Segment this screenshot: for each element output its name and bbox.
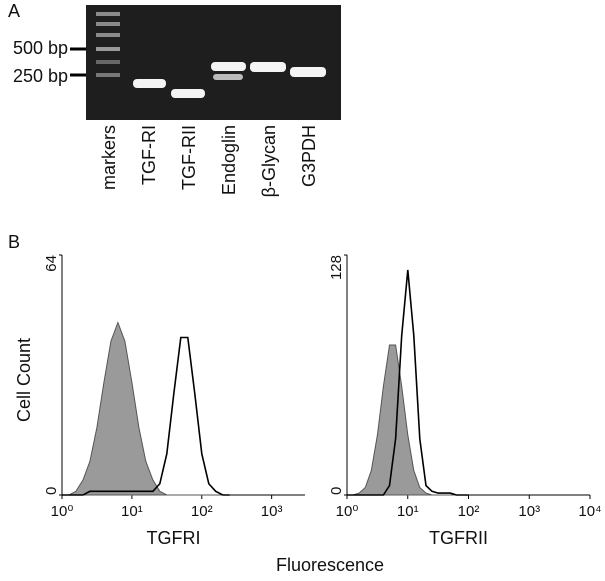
x-tick-label: 10⁴ — [578, 503, 601, 520]
x-tick-label: 10³ — [261, 503, 283, 520]
x-tick-label: 10¹ — [121, 503, 143, 520]
panel-label: A — [8, 1, 20, 21]
x-axis-label: Fluorescence — [276, 555, 384, 575]
lane-label: Endoglin — [219, 125, 239, 195]
size-label: 500 bp — [13, 38, 68, 58]
y-axis-label: Cell Count — [14, 338, 34, 422]
lane-label: TGF-RII — [179, 125, 199, 190]
isotype-area — [347, 344, 469, 496]
x-tick-label: 10⁰ — [336, 503, 359, 520]
x-tick-label: 10³ — [518, 503, 540, 520]
y-tick-label: 128 — [328, 255, 345, 280]
size-label: 250 bp — [13, 66, 68, 86]
x-tick-label: 10² — [191, 503, 213, 520]
y-tick-label: 0 — [43, 487, 60, 495]
lane-label: TGF-RI — [139, 125, 159, 185]
bands — [133, 62, 326, 98]
lane-label: markers — [99, 125, 119, 190]
lane-label: β-Glycan — [259, 125, 279, 197]
lane-label: G3PDH — [299, 125, 319, 187]
ladder — [96, 12, 120, 77]
antibody-line — [347, 269, 469, 496]
x-label: TGFRII — [429, 528, 488, 548]
panel-label: B — [8, 232, 20, 252]
isotype-area — [62, 321, 230, 496]
antibody-line — [62, 336, 230, 496]
x-tick-label: 10¹ — [397, 503, 419, 520]
x-tick-label: 10² — [458, 503, 480, 520]
x-tick-label: 10⁰ — [51, 503, 74, 520]
y-tick-label: 0 — [328, 487, 345, 495]
y-tick-label: 64 — [43, 255, 60, 272]
x-label: TGFRI — [147, 528, 201, 548]
